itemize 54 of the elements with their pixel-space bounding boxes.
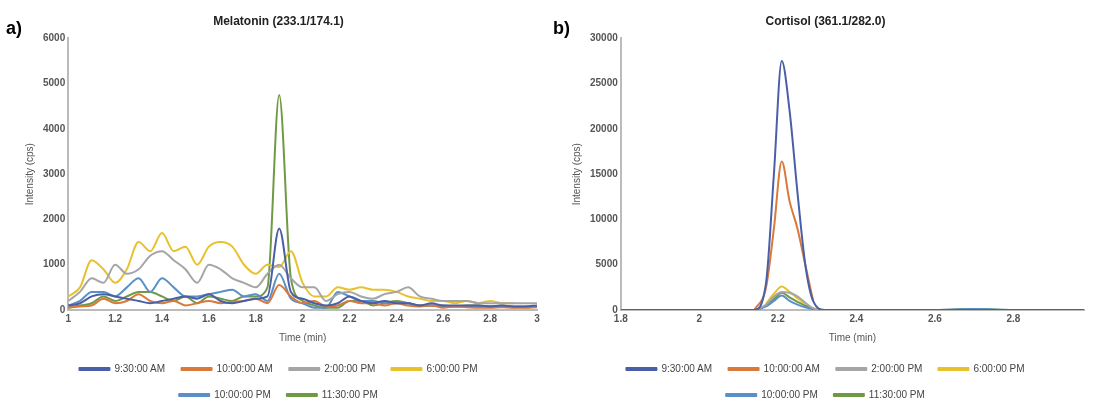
- x-axis-title: Time (min): [828, 331, 877, 343]
- x-tick-label: 1: [65, 312, 72, 324]
- y-tick-label: 4000: [43, 122, 66, 134]
- x-tick-label: 2: [696, 312, 703, 324]
- x-tick-label: 1.6: [201, 312, 217, 324]
- y-tick-label: 5000: [43, 77, 66, 89]
- x-tick-label: 1.8: [613, 312, 629, 324]
- y-tick-label: 10000: [590, 213, 619, 225]
- y-tick-label: 1000: [43, 258, 66, 270]
- chart-title: Cortisol (361.1/282.0): [765, 13, 886, 28]
- text: a): [6, 17, 23, 38]
- legend-label: 2:00:00 PM: [324, 362, 376, 374]
- legend-label: 10:00:00 PM: [214, 388, 271, 400]
- x-tick-label: 2.4: [849, 312, 864, 324]
- legend-label: 11:30:00 PM: [868, 388, 925, 400]
- legend-label: 10:00:00 PM: [761, 388, 818, 400]
- legend-label: 9:30:00 AM: [661, 362, 713, 374]
- y-tick-label: 0: [612, 303, 619, 315]
- text: b): [553, 17, 570, 38]
- y-axis-title: Intensity (cps): [23, 143, 35, 206]
- y-tick-label: 15000: [590, 167, 619, 179]
- x-tick-label: 2.4: [389, 312, 404, 324]
- line-series: [68, 250, 537, 305]
- y-tick-label: 0: [59, 303, 66, 315]
- line-series: [765, 285, 807, 305]
- x-tick-label: 2.6: [927, 312, 943, 324]
- x-tick-label: 2.2: [770, 312, 786, 324]
- y-tick-label: 2000: [43, 213, 66, 225]
- y-tick-label: 25000: [590, 77, 619, 89]
- x-tick-label: 3: [534, 312, 541, 324]
- legend-label: 10:00:00 AM: [763, 362, 820, 374]
- legend-label: 6:00:00 PM: [426, 362, 478, 374]
- x-tick-label: 1.4: [155, 312, 170, 324]
- legend-label: 10:00:00 AM: [216, 362, 273, 374]
- legend-label: 6:00:00 PM: [973, 362, 1025, 374]
- y-tick-label: 6000: [43, 32, 66, 44]
- x-tick-label: 2.8: [483, 312, 498, 324]
- y-tick-label: 5000: [595, 258, 619, 270]
- x-tick-label: 2: [299, 312, 306, 324]
- y-tick-label: 20000: [590, 122, 619, 134]
- x-tick-label: 1.2: [108, 312, 123, 324]
- y-tick-label: 30000: [590, 32, 619, 44]
- legend-label: 2:00:00 PM: [871, 362, 923, 374]
- line-series: [753, 160, 815, 310]
- x-tick-label: 2.8: [1006, 312, 1021, 324]
- x-tick-label: 1.8: [248, 312, 264, 324]
- y-tick-label: 3000: [43, 167, 66, 179]
- chart-title: Melatonin (233.1/174.1): [213, 13, 344, 28]
- x-axis-title: Time (min): [278, 331, 327, 343]
- x-tick-label: 2.6: [436, 312, 451, 324]
- legend-label: 9:30:00 AM: [114, 362, 166, 374]
- y-axis-title: Intensity (cps): [570, 143, 582, 206]
- legend-label: 11:30:00 PM: [321, 388, 378, 400]
- x-tick-label: 2.2: [342, 312, 357, 324]
